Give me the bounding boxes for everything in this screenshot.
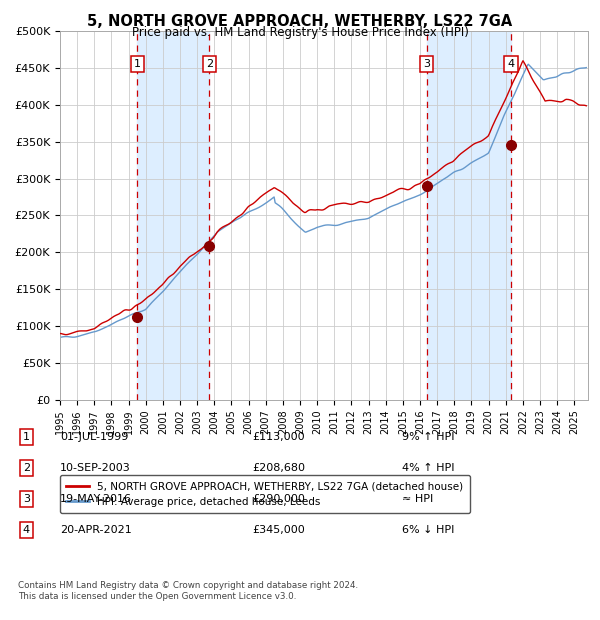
Text: £290,000: £290,000 <box>252 494 305 504</box>
Text: Price paid vs. HM Land Registry's House Price Index (HPI): Price paid vs. HM Land Registry's House … <box>131 26 469 39</box>
Bar <box>427 31 511 400</box>
Text: 2: 2 <box>206 59 213 69</box>
Text: 3: 3 <box>423 59 430 69</box>
Text: 4: 4 <box>23 525 30 535</box>
Text: 4: 4 <box>507 59 514 69</box>
Text: £208,680: £208,680 <box>252 463 305 473</box>
Text: 6% ↓ HPI: 6% ↓ HPI <box>402 525 454 535</box>
Bar <box>137 31 209 400</box>
Text: 5, NORTH GROVE APPROACH, WETHERBY, LS22 7GA: 5, NORTH GROVE APPROACH, WETHERBY, LS22 … <box>88 14 512 29</box>
Text: Contains HM Land Registry data © Crown copyright and database right 2024.: Contains HM Land Registry data © Crown c… <box>18 581 358 590</box>
Text: This data is licensed under the Open Government Licence v3.0.: This data is licensed under the Open Gov… <box>18 592 296 601</box>
Text: 2: 2 <box>23 463 30 473</box>
Text: 1: 1 <box>134 59 140 69</box>
Legend: 5, NORTH GROVE APPROACH, WETHERBY, LS22 7GA (detached house), HPI: Average price: 5, NORTH GROVE APPROACH, WETHERBY, LS22 … <box>60 475 470 513</box>
Text: 01-JUL-1999: 01-JUL-1999 <box>60 432 128 442</box>
Text: 4% ↑ HPI: 4% ↑ HPI <box>402 463 455 473</box>
Text: 9% ↑ HPI: 9% ↑ HPI <box>402 432 455 442</box>
Text: 20-APR-2021: 20-APR-2021 <box>60 525 132 535</box>
Text: 19-MAY-2016: 19-MAY-2016 <box>60 494 132 504</box>
Text: 10-SEP-2003: 10-SEP-2003 <box>60 463 131 473</box>
Text: ≈ HPI: ≈ HPI <box>402 494 433 504</box>
Text: 3: 3 <box>23 494 30 504</box>
Text: £345,000: £345,000 <box>252 525 305 535</box>
Text: £113,000: £113,000 <box>252 432 305 442</box>
Text: 1: 1 <box>23 432 30 442</box>
